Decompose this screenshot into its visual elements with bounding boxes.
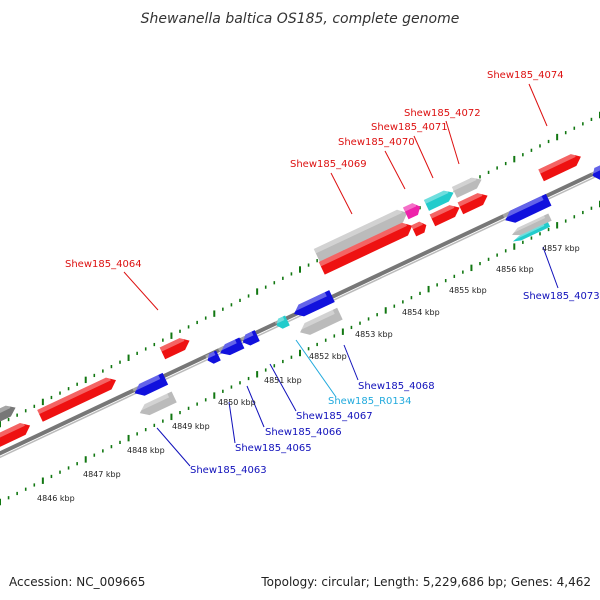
gene-label[interactable]: Shew185_4071 — [371, 122, 448, 133]
feature-forward[interactable] — [411, 220, 429, 237]
label-leader-line — [156, 427, 191, 467]
tick-label: 4846 kbp — [37, 494, 75, 503]
tick-label: 4851 kbp — [264, 376, 302, 385]
gene-label[interactable]: Shew185_4065 — [235, 443, 312, 454]
tick-label: 4854 kbp — [402, 308, 440, 317]
tick-label: 4853 kbp — [355, 330, 393, 339]
label-leader-line — [384, 150, 406, 190]
feature-pseudo[interactable] — [313, 206, 410, 262]
feature-forward[interactable] — [451, 174, 484, 198]
reverse-tick-track — [0, 200, 600, 506]
gene-label[interactable]: Shew185_4073 — [523, 291, 600, 302]
tick-label: 4855 kbp — [449, 286, 487, 295]
feature-reverse[interactable] — [240, 330, 260, 348]
tick-label: 4847 kbp — [83, 470, 121, 479]
label-leader-line — [542, 246, 559, 289]
gene-label[interactable]: Shew185_4072 — [404, 108, 481, 119]
feature-reverse[interactable] — [217, 337, 245, 358]
gene-label[interactable]: Shew185_R0134 — [328, 396, 412, 407]
label-leader-line — [246, 385, 265, 428]
label-leader-line — [295, 339, 337, 398]
label-leader-line — [528, 83, 548, 127]
label-leader-line — [123, 271, 159, 311]
label-leader-line — [228, 401, 236, 444]
accession-text: Accession: NC_009665 — [9, 575, 145, 589]
tick-labels: 4846 kbp 4847 kbp 4848 kbp 4849 kbp 4850… — [37, 244, 580, 503]
feature-reverse[interactable] — [205, 350, 221, 365]
feature-reverse[interactable] — [131, 372, 169, 399]
feature-forward[interactable] — [37, 374, 119, 422]
gene-label[interactable]: Shew185_4069 — [290, 159, 367, 170]
gene-label[interactable]: Shew185_4066 — [265, 427, 342, 438]
genome-summary-text: Topology: circular; Length: 5,229,686 bp… — [260, 575, 591, 589]
tick-label: 4848 kbp — [127, 446, 165, 455]
feature-rna[interactable] — [274, 315, 290, 330]
feature-pseudo[interactable] — [297, 307, 343, 338]
gene-label[interactable]: Shew185_4064 — [65, 259, 142, 270]
gene-labels-forward: Shew185_4074 Shew185_4072 Shew185_4071 S… — [65, 70, 564, 270]
feature-forward[interactable] — [538, 151, 583, 182]
feature-reverse[interactable] — [589, 164, 600, 182]
label-leader-line — [343, 344, 359, 381]
map-title: Shewanella baltica OS185, complete genom… — [141, 11, 460, 27]
label-leader-line — [413, 135, 434, 179]
feature-forward[interactable] — [423, 187, 456, 211]
tick-label: 4850 kbp — [218, 398, 256, 407]
feature-gray[interactable] — [0, 402, 18, 426]
tick-label: 4852 kbp — [309, 352, 347, 361]
feature-forward[interactable] — [0, 420, 33, 449]
gene-label[interactable]: Shew185_4074 — [487, 70, 564, 81]
feature-pseudo[interactable] — [510, 213, 552, 238]
label-leader-line — [269, 363, 297, 412]
gene-labels-reverse: Shew185_4073 Shew185_4068 Shew185_R0134 … — [190, 291, 600, 476]
tick-label: 4857 kbp — [542, 244, 580, 253]
tick-label: 4856 kbp — [496, 265, 534, 274]
feature-forward[interactable] — [429, 202, 463, 227]
feature-rna[interactable] — [511, 222, 551, 244]
gene-label[interactable]: Shew185_4063 — [190, 465, 267, 476]
label-leader-line — [445, 120, 460, 165]
feature-forward[interactable] — [457, 190, 491, 215]
label-leaders — [123, 83, 559, 467]
feature-forward[interactable] — [318, 219, 415, 275]
tick-label: 4849 kbp — [172, 422, 210, 431]
feature-forward[interactable] — [159, 335, 193, 360]
feature-reverse[interactable] — [291, 290, 335, 320]
feature-reverse[interactable] — [502, 193, 552, 226]
gene-label[interactable]: Shew185_4068 — [358, 381, 435, 392]
gene-label[interactable]: Shew185_4070 — [338, 137, 415, 148]
feature-pseudo[interactable] — [137, 391, 177, 418]
label-leader-line — [330, 172, 353, 215]
feature-forward[interactable] — [402, 201, 423, 220]
gene-label[interactable]: Shew185_4067 — [296, 411, 373, 422]
gene-features — [0, 151, 600, 449]
